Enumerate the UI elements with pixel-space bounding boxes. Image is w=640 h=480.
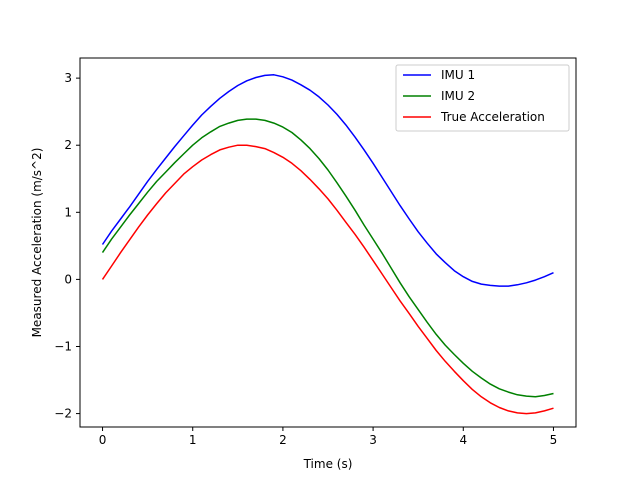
y-tick-label: 2 — [64, 138, 72, 152]
x-tick-label: 1 — [189, 433, 197, 447]
x-tick-label: 0 — [99, 433, 107, 447]
y-tick-label: −1 — [54, 339, 72, 353]
y-tick-label: 0 — [64, 272, 72, 286]
x-tick-label: 2 — [279, 433, 287, 447]
y-axis-label: Measured Acceleration (m/s^2) — [30, 148, 44, 338]
y-tick-label: −2 — [54, 407, 72, 421]
legend-label-1: IMU 1 — [441, 68, 475, 82]
x-tick-label: 3 — [369, 433, 377, 447]
x-axis-label: Time (s) — [303, 457, 353, 471]
legend-label-3: True Acceleration — [440, 110, 545, 124]
legend-box — [395, 64, 570, 132]
legend-label-2: IMU 2 — [441, 89, 475, 103]
series-layer — [101, 74, 554, 415]
plot-frame — [79, 57, 577, 428]
y-tick-label: 1 — [64, 205, 72, 219]
y-tick-label: 3 — [64, 71, 72, 85]
x-tick-label: 5 — [550, 433, 558, 447]
legend: IMU 1 IMU 2 True Acceleration — [395, 64, 570, 132]
x-tick-label: 4 — [459, 433, 467, 447]
series-line-1 — [101, 74, 554, 287]
series-line-2 — [101, 118, 554, 398]
ticks-layer: 0 1 2 3 4 5 −2 −1 0 1 2 3 — [54, 71, 557, 447]
legend-items: IMU 1 IMU 2 True Acceleration — [403, 68, 545, 124]
series-line-3 — [101, 144, 554, 415]
